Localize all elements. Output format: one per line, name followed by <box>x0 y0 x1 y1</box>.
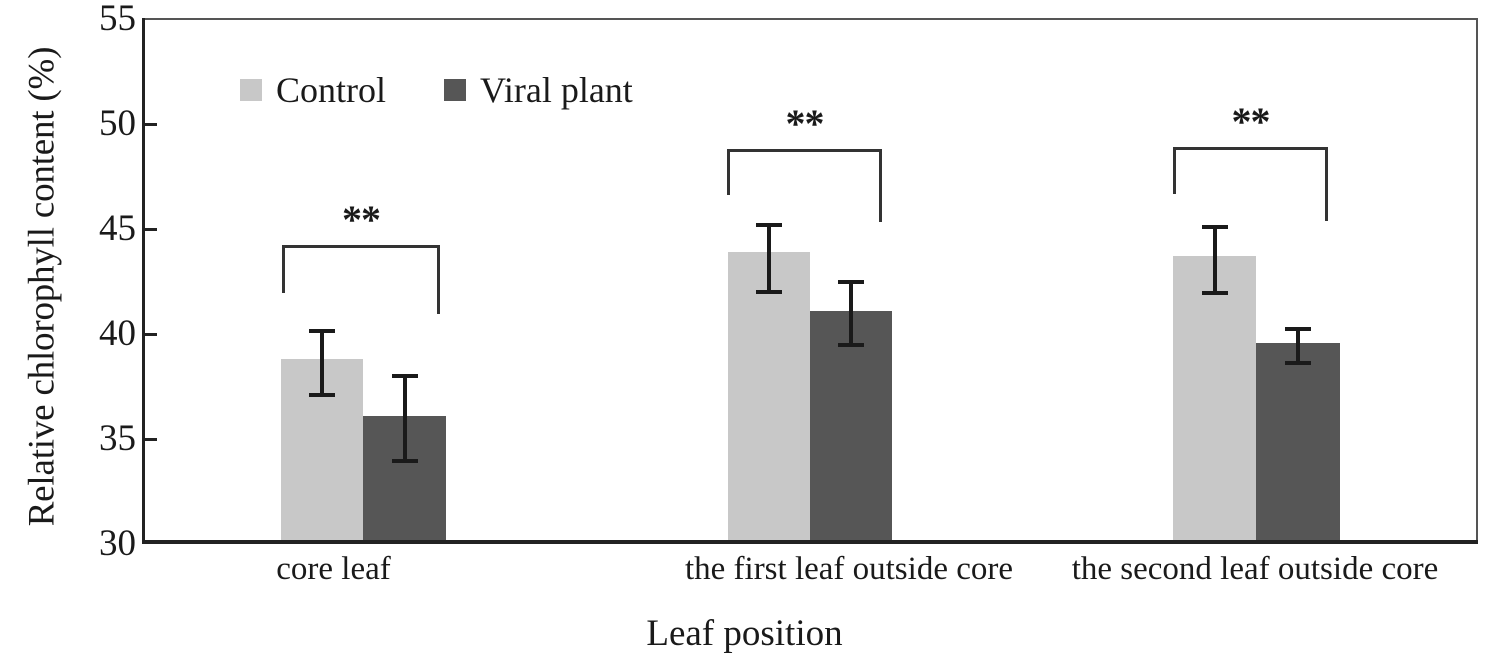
legend-label-viral-plant: Viral plant <box>480 70 633 110</box>
axis-right-spine <box>1476 18 1478 543</box>
error-cap-lower-control-second-leaf-outside-core <box>1202 291 1228 295</box>
error-cap-upper-control-second-leaf-outside-core <box>1202 225 1228 229</box>
y-tick-mark-35 <box>144 438 157 441</box>
significance-bracket-first-leaf-outside-core <box>727 149 882 152</box>
x-axis-title: Leaf position <box>646 613 843 654</box>
significance-bracket-second-leaf-outside-core <box>1173 147 1328 150</box>
significance-bracket-right-leg-first-leaf-outside-core <box>879 149 882 222</box>
legend-swatch-control-icon <box>240 79 262 101</box>
legend-item-viral-plant: Viral plant <box>444 72 633 108</box>
significance-bracket-core-leaf <box>282 245 440 248</box>
error-bar-control-first-leaf-outside-core <box>767 223 771 294</box>
y-tick-label-35: 35 <box>99 418 136 459</box>
axis-top-spine <box>142 18 1478 20</box>
x-axis-spine <box>142 540 1478 544</box>
y-axis-spine <box>142 18 145 543</box>
y-tick-mark-50 <box>144 123 157 126</box>
x-tick-label-second-leaf-outside-core: the second leaf outside core <box>1071 551 1439 587</box>
significance-mark-core-leaf: ** <box>342 197 381 242</box>
y-tick-label-45: 45 <box>99 208 136 249</box>
y-tick-label-50: 50 <box>99 103 136 144</box>
y-tick-mark-45 <box>144 228 157 231</box>
y-tick-label-40: 40 <box>99 313 136 354</box>
error-cap-upper-control-core-leaf <box>309 329 335 333</box>
significance-bracket-right-leg-second-leaf-outside-core <box>1325 147 1328 221</box>
bar-control-second-leaf-outside-core <box>1173 256 1256 540</box>
legend-swatch-viral-plant-icon <box>444 79 467 101</box>
error-cap-upper-viral-second-leaf-outside-core <box>1285 327 1311 331</box>
y-tick-label-55: 55 <box>99 0 136 39</box>
error-cap-upper-control-first-leaf-outside-core <box>756 223 782 227</box>
bar-viral-second-leaf-outside-core <box>1256 343 1340 540</box>
y-axis-title: Relative chlorophyll content (%) <box>21 46 63 527</box>
y-tick-mark-40 <box>144 333 157 336</box>
plot-area: ** ** ** <box>142 18 1478 544</box>
significance-bracket-left-leg-second-leaf-outside-core <box>1173 147 1176 194</box>
significance-bracket-left-leg-core-leaf <box>282 245 285 293</box>
error-cap-lower-control-core-leaf <box>309 393 335 397</box>
error-bar-control-second-leaf-outside-core <box>1213 225 1217 295</box>
legend-item-control: Control <box>240 72 386 108</box>
error-bar-viral-second-leaf-outside-core <box>1296 327 1300 365</box>
bar-viral-first-leaf-outside-core <box>810 311 892 540</box>
significance-mark-second-leaf-outside-core: ** <box>1231 99 1271 144</box>
significance-bracket-left-leg-first-leaf-outside-core <box>727 149 730 195</box>
significance-bracket-right-leg-core-leaf <box>437 245 440 314</box>
chart-legend: Control Viral plant <box>240 72 633 108</box>
error-bar-viral-first-leaf-outside-core <box>849 280 853 347</box>
error-cap-upper-viral-first-leaf-outside-core <box>838 280 864 284</box>
significance-mark-first-leaf-outside-core: ** <box>785 101 825 146</box>
error-bar-control-core-leaf <box>320 329 324 397</box>
bar-control-first-leaf-outside-core <box>728 252 810 540</box>
error-cap-lower-viral-core-leaf <box>392 459 418 463</box>
error-bar-viral-core-leaf <box>403 374 407 463</box>
error-cap-lower-viral-first-leaf-outside-core <box>838 343 864 347</box>
y-tick-label-30: 30 <box>99 523 136 564</box>
error-cap-lower-control-first-leaf-outside-core <box>756 290 782 294</box>
error-cap-lower-viral-second-leaf-outside-core <box>1285 361 1311 365</box>
x-tick-label-core-leaf: core leaf <box>276 551 391 587</box>
legend-label-control: Control <box>276 70 387 110</box>
error-cap-upper-viral-core-leaf <box>392 374 418 378</box>
x-tick-label-first-leaf-outside-core: the first leaf outside core <box>684 551 1014 587</box>
